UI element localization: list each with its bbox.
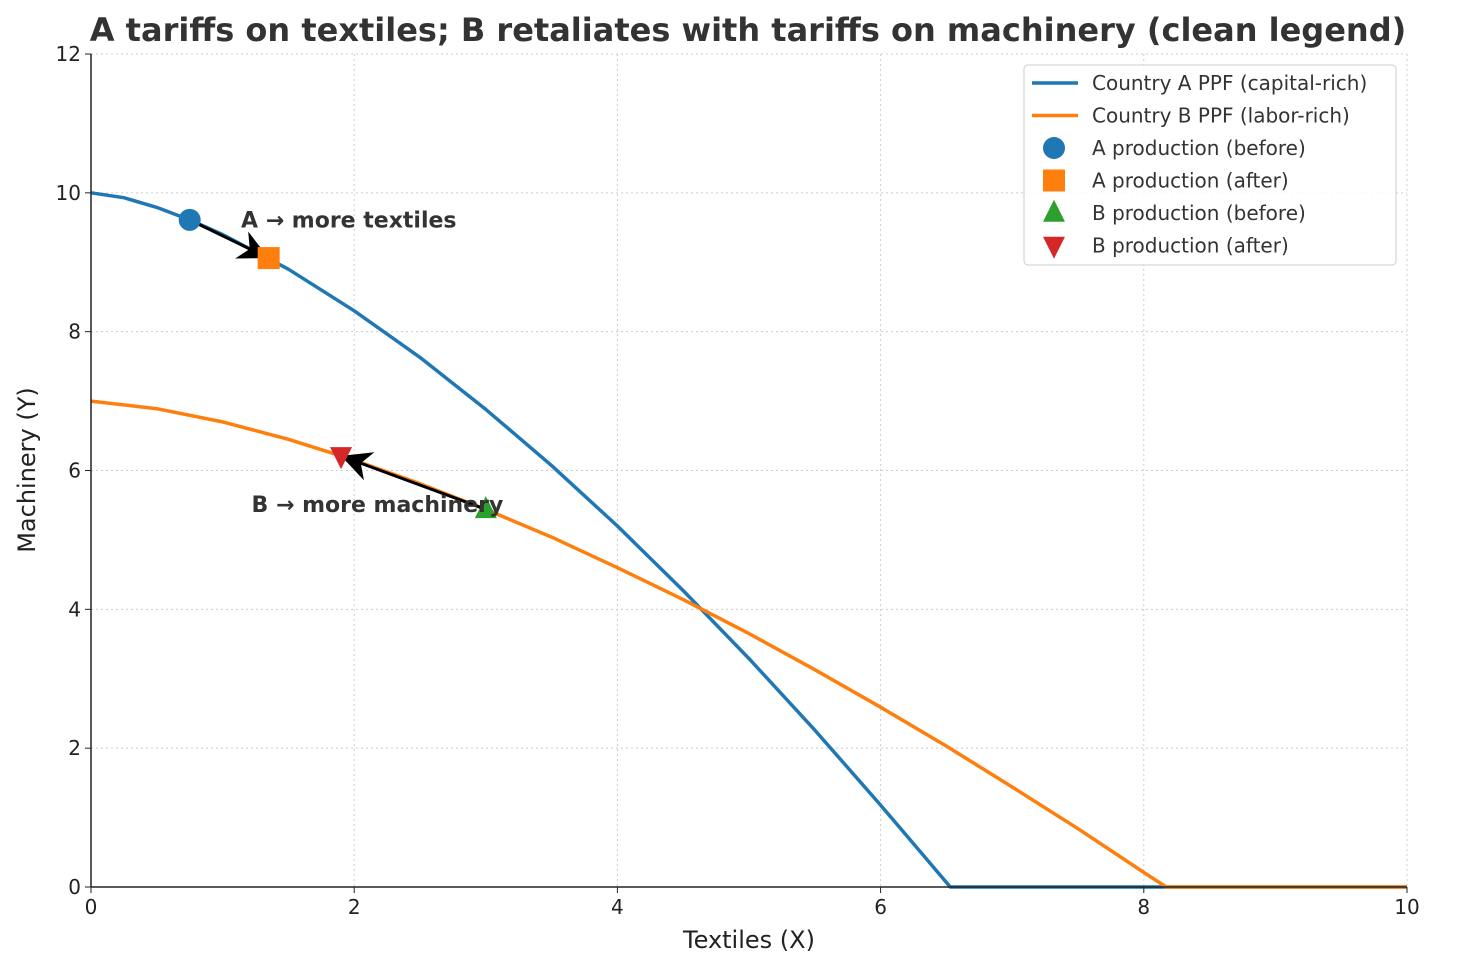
a-production-after-marker [257, 247, 280, 270]
y-tick-label: 6 [68, 459, 81, 483]
legend-entry: Country A PPF (capital-rich) [1092, 71, 1367, 95]
chart-title: A tariffs on textiles; B retaliates with… [90, 11, 1406, 49]
x-tick-label: 10 [1394, 895, 1419, 919]
x-tick-label: 2 [348, 895, 361, 919]
annotation-arrow [341, 452, 485, 511]
y-tick-label: 12 [56, 42, 81, 66]
country-b-ppf-line [90, 399, 1407, 889]
x-tick-label: 0 [85, 895, 98, 919]
annotation-label: B → more machinery [252, 493, 504, 518]
x-tick-label: 8 [1137, 895, 1150, 919]
y-axis-label: Machinery (Y) [13, 387, 41, 553]
legend-marker-swatch [1043, 137, 1065, 159]
y-tick-label: 4 [68, 597, 81, 621]
y-tick-label: 10 [56, 181, 81, 205]
legend: Country A PPF (capital-rich) Country B PP… [1023, 64, 1397, 266]
x-tick-label: 6 [874, 895, 887, 919]
annotation-label: A → more textiles [241, 209, 456, 234]
legend-entry: A production (before) [1092, 136, 1306, 160]
y-tick-label: 0 [68, 875, 81, 899]
legend-marker-swatch [1043, 169, 1065, 192]
legend-entry: B production (after) [1092, 234, 1289, 258]
b-production-after-marker [330, 447, 353, 470]
b-production-before-marker [474, 496, 497, 519]
y-tick-label: 8 [68, 320, 81, 344]
y-tick-label: 2 [68, 736, 81, 760]
legend-marker-swatch [1043, 199, 1065, 222]
legend-entry: A production (after) [1092, 169, 1289, 193]
legend-marker-swatch [1043, 236, 1065, 259]
a-production-before-marker [178, 208, 201, 231]
annotation-arrow [190, 219, 269, 259]
legend-entry: Country B PPF (labor-rich) [1092, 104, 1350, 128]
legend-entry: B production (before) [1092, 201, 1306, 225]
country-a-ppf-line [90, 191, 1407, 889]
x-tick-label: 4 [611, 895, 624, 919]
x-axis-label: Textiles (X) [682, 926, 815, 954]
